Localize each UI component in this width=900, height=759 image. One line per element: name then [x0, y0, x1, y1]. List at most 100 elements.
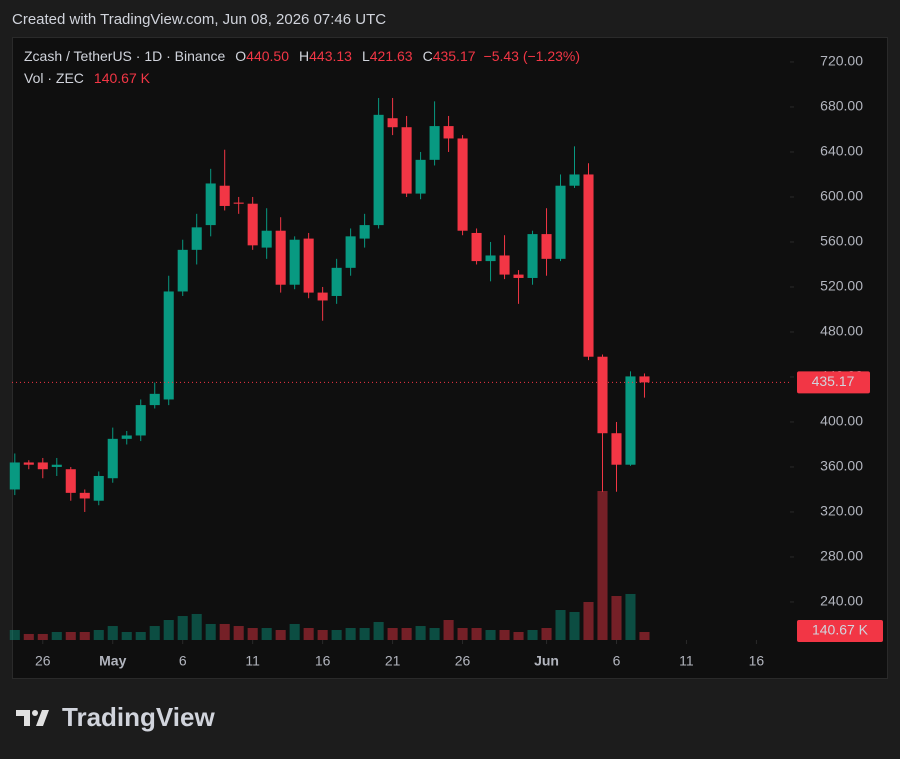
volume-bar	[9, 629, 20, 640]
volume-bar	[513, 631, 524, 640]
candle-body	[471, 232, 482, 262]
volume-bar	[331, 629, 342, 640]
candle-body	[107, 438, 118, 479]
volume-bar	[639, 632, 650, 640]
x-tick-label: 26	[455, 653, 471, 669]
volume-bar	[205, 623, 216, 640]
legend-item: 443.13	[309, 48, 352, 64]
volume-bar	[555, 609, 566, 640]
candle-body	[65, 469, 76, 493]
y-tick-label: 520.00	[820, 278, 863, 294]
volume-bar	[303, 628, 314, 640]
legend-item: 440.50	[246, 48, 289, 64]
y-tick-label: 600.00	[820, 188, 863, 204]
x-tick-label: 11	[245, 653, 260, 669]
candle-body	[611, 433, 622, 465]
volume-bar	[527, 629, 538, 640]
candle-body	[443, 126, 454, 139]
candle-body	[317, 292, 328, 301]
candle-body	[51, 464, 62, 467]
candle-body	[499, 255, 510, 275]
candle-body	[569, 174, 580, 186]
legend-item: L	[362, 48, 370, 64]
legend-item: 421.63	[370, 48, 413, 64]
candle-body	[23, 462, 34, 465]
candle-body	[191, 227, 202, 250]
volume-bar	[149, 626, 160, 640]
y-tick-label: 400.00	[820, 413, 863, 429]
candle-body	[359, 225, 370, 239]
volume-bar	[429, 628, 440, 640]
legend-item: Zcash / TetherUS · 1D · Binance	[24, 48, 225, 64]
candle-body	[485, 255, 496, 262]
volume-bar	[387, 628, 398, 640]
candle-body	[233, 202, 244, 204]
x-tick-label: Jun	[534, 653, 559, 669]
chart-frame	[12, 37, 888, 679]
candle-body	[345, 236, 356, 268]
volume-bar	[499, 629, 510, 640]
volume-bar	[121, 631, 132, 640]
candle-body	[373, 114, 384, 226]
volume-bar	[359, 628, 370, 640]
candle-body	[149, 393, 160, 406]
candle-body	[625, 376, 636, 465]
x-tick-label: 16	[749, 653, 765, 669]
volume-bar	[541, 628, 552, 640]
candle-body	[415, 159, 426, 194]
x-tick-label: May	[99, 653, 126, 669]
candle-body	[541, 234, 552, 259]
legend: Zcash / TetherUS · 1D · Binance O440.50 H4…	[24, 48, 580, 64]
candle-body	[555, 185, 566, 259]
volume-bar	[219, 623, 230, 640]
volume-bar	[135, 631, 146, 640]
y-tick-label: 560.00	[820, 233, 863, 249]
volume-bar	[625, 593, 636, 640]
candle-body	[93, 475, 104, 501]
candle-body	[37, 462, 48, 470]
y-tick-label: 640.00	[820, 143, 863, 159]
volume-bar	[345, 628, 356, 640]
x-tick-label: 21	[385, 653, 401, 669]
y-tick-label: 360.00	[820, 458, 863, 474]
volume-legend: Vol · ZEC 140.67 K	[24, 70, 151, 86]
volume-bar	[163, 619, 174, 640]
candle-body	[289, 239, 300, 285]
created-note: Created with TradingView.com, Jun 08, 20…	[12, 11, 386, 28]
candle-body	[597, 356, 608, 434]
volume-bar	[415, 626, 426, 640]
candle-body	[583, 174, 594, 357]
volume-bar	[107, 626, 118, 640]
y-tick-label: 280.00	[820, 548, 863, 564]
legend-item: O	[235, 48, 246, 64]
volume-label: 140.67 K	[812, 622, 869, 638]
volume-label-bg	[797, 620, 883, 642]
x-tick-label: 16	[315, 653, 331, 669]
volume-bar	[443, 619, 454, 640]
volume-bar	[401, 628, 412, 640]
volume-bar	[471, 628, 482, 640]
branding: TradingView	[62, 702, 215, 732]
volume-bar	[93, 629, 104, 640]
volume-bar	[611, 596, 622, 640]
volume-bar	[317, 629, 328, 640]
y-tick-label: 720.00	[820, 53, 863, 69]
x-tick-label: 11	[679, 653, 694, 669]
volume-bar	[373, 621, 384, 640]
volume-bar	[37, 633, 48, 640]
candle-body	[527, 234, 538, 278]
legend-item: 140.67 K	[94, 70, 151, 86]
candle-body	[9, 462, 20, 490]
candle-body	[401, 127, 412, 194]
volume-bar	[261, 628, 272, 640]
x-tick-label: 26	[35, 653, 51, 669]
price-label: 435.17	[812, 373, 855, 389]
candle-body	[331, 267, 342, 296]
legend-item: 435.17	[433, 48, 476, 64]
candle-body	[205, 183, 216, 226]
volume-bar	[23, 633, 34, 640]
price-label-bg	[797, 371, 870, 394]
legend-item: C	[423, 48, 433, 64]
y-tick-label: 680.00	[820, 98, 863, 114]
